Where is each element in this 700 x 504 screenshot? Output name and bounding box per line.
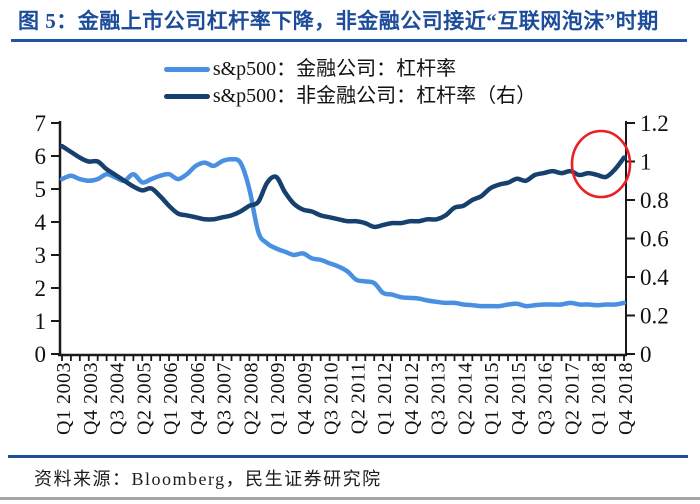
x-tick-label: Q2 2011 bbox=[347, 362, 369, 434]
financial-series-line bbox=[59, 156, 627, 309]
right-axis-label: 0.2 bbox=[640, 304, 669, 329]
right-axis-label: 0.8 bbox=[640, 188, 669, 213]
right-axis-label: 0 bbox=[640, 342, 652, 367]
x-tick-label: Q4 2006 bbox=[187, 362, 209, 435]
x-tick-label: Q4 2015 bbox=[508, 362, 530, 435]
x-tick-label: Q1 2012 bbox=[374, 362, 396, 435]
legend-label-financial: s&p500：金融公司：杠杆率 bbox=[212, 58, 457, 80]
x-tick-label: Q2 2017 bbox=[561, 362, 583, 435]
x-tick-label: Q3 2013 bbox=[428, 362, 450, 435]
x-tick-label: Q1 2009 bbox=[267, 362, 289, 435]
left-axis-label: 4 bbox=[35, 210, 47, 235]
x-tick-label: Q3 2010 bbox=[321, 362, 343, 435]
right-axis-label: 0.4 bbox=[640, 265, 669, 290]
title-underline-rule bbox=[11, 39, 687, 42]
chart-legend: s&p500：金融公司：杠杆率 s&p500：非金融公司：杠杆率（右） bbox=[163, 56, 537, 110]
x-tick-label: Q2 2014 bbox=[454, 362, 476, 435]
source-text: 资料来源：Bloomberg，民生证券研究院 bbox=[34, 469, 382, 489]
legend-item-financial: s&p500：金融公司：杠杆率 bbox=[163, 56, 457, 83]
x-tick-label: Q4 2009 bbox=[294, 362, 316, 435]
x-tick-label: Q3 2016 bbox=[535, 362, 557, 435]
left-axis-label: 5 bbox=[35, 177, 47, 202]
x-tick-label: Q1 2015 bbox=[481, 362, 503, 435]
nonfinancial-series-line bbox=[59, 143, 627, 230]
left-axis-label: 1 bbox=[35, 309, 47, 334]
x-tick-label: Q1 2018 bbox=[588, 362, 610, 435]
left-axis-label: 2 bbox=[35, 276, 47, 301]
left-axis-label: 3 bbox=[35, 243, 47, 268]
right-axis-label: 1.2 bbox=[640, 111, 669, 136]
left-axis-label: 0 bbox=[35, 342, 47, 367]
right-axis-label: 0.6 bbox=[640, 227, 669, 252]
x-tick-label: Q3 2007 bbox=[214, 362, 236, 435]
right-axis-label: 1 bbox=[640, 150, 652, 175]
x-tick-label: Q2 2005 bbox=[133, 362, 155, 435]
chart-bottom-rule bbox=[8, 455, 688, 458]
left-axis-label: 7 bbox=[35, 111, 47, 136]
legend-label-nonfinancial: s&p500：非金融公司：杠杆率（右） bbox=[212, 85, 537, 107]
nonfinancial-line-swatch bbox=[163, 94, 210, 99]
x-tick-label: Q4 2018 bbox=[615, 362, 637, 435]
x-tick-label: Q1 2003 bbox=[53, 362, 75, 435]
x-tick-label: Q3 2004 bbox=[107, 362, 129, 435]
highlight-ellipse bbox=[570, 129, 632, 199]
x-tick-label: Q2 2008 bbox=[240, 362, 262, 435]
legend-item-nonfinancial: s&p500：非金融公司：杠杆率（右） bbox=[163, 83, 537, 110]
x-tick-label: Q1 2006 bbox=[160, 362, 182, 435]
figure-title: 图 5：金融上市公司杠杆率下降，非金融公司接近“互联网泡沫”时期 bbox=[18, 9, 659, 33]
x-tick-label: Q4 2003 bbox=[80, 362, 102, 435]
financial-line-swatch bbox=[163, 67, 210, 72]
left-axis-label: 6 bbox=[35, 144, 47, 169]
x-tick-label: Q4 2012 bbox=[401, 362, 423, 435]
page-bottom-divider bbox=[0, 497, 700, 500]
